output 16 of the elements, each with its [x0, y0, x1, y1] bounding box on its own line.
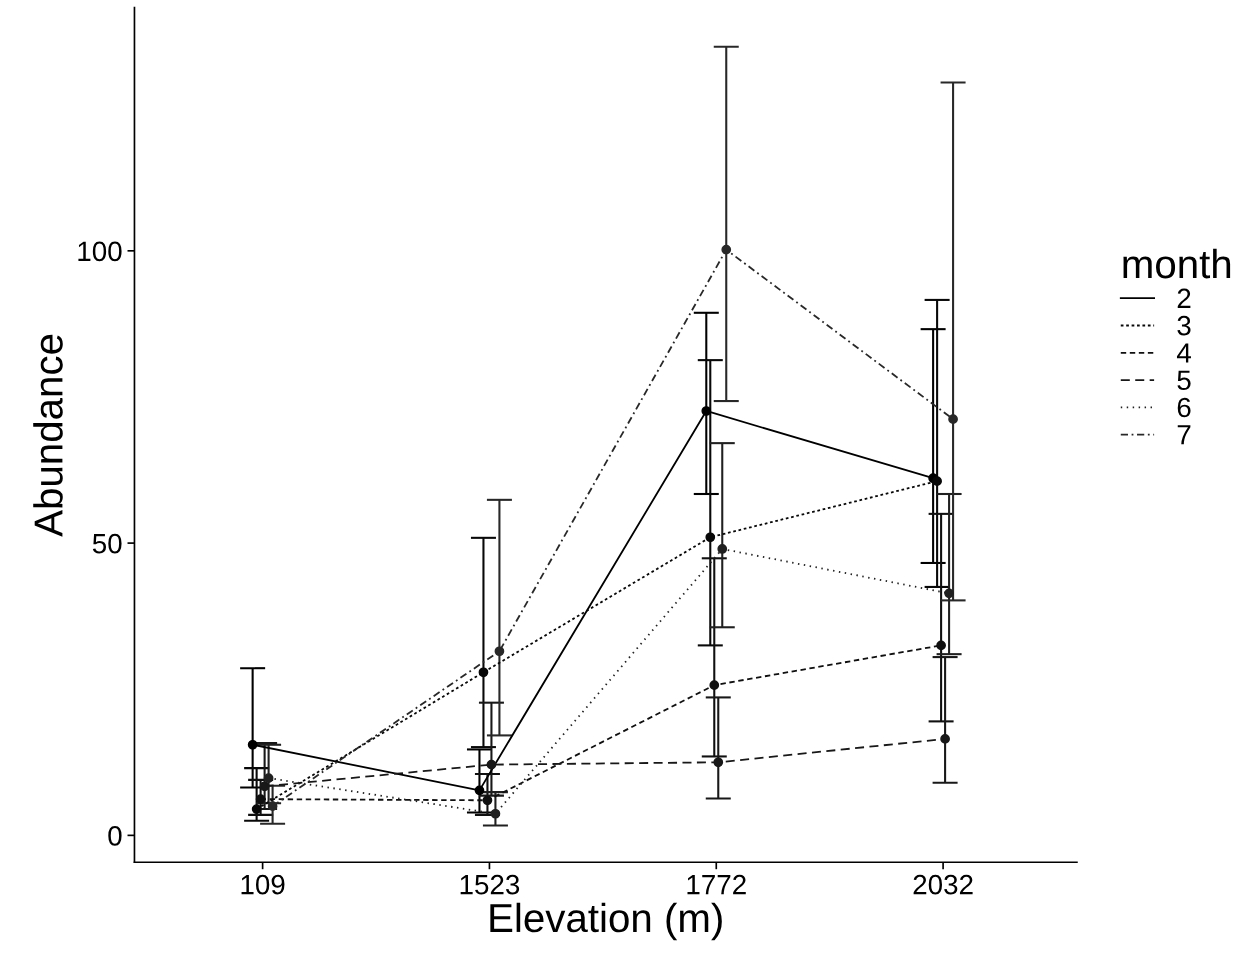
legend-label: 7 — [1177, 425, 1191, 445]
x-axis-title: Elevation (m) — [490, 902, 722, 941]
legend-label: 4 — [1176, 343, 1191, 363]
x-tick-label: 109 — [241, 874, 285, 895]
x-tick-label: 1772 — [687, 874, 746, 895]
x-tick-label: 2032 — [913, 874, 973, 895]
y-axis-title: Abundance — [33, 334, 63, 537]
legend-title: month — [1123, 248, 1231, 279]
y-tick-label: 100 — [78, 241, 122, 262]
legend-label: 3 — [1177, 315, 1191, 336]
legend-label: 2 — [1177, 288, 1191, 308]
y-tick-label: 50 — [92, 533, 122, 554]
y-tick-label: 0 — [108, 826, 122, 846]
legend-label: 5 — [1177, 370, 1191, 391]
legend-label: 6 — [1177, 397, 1191, 418]
x-tick-label: 1523 — [460, 874, 520, 895]
